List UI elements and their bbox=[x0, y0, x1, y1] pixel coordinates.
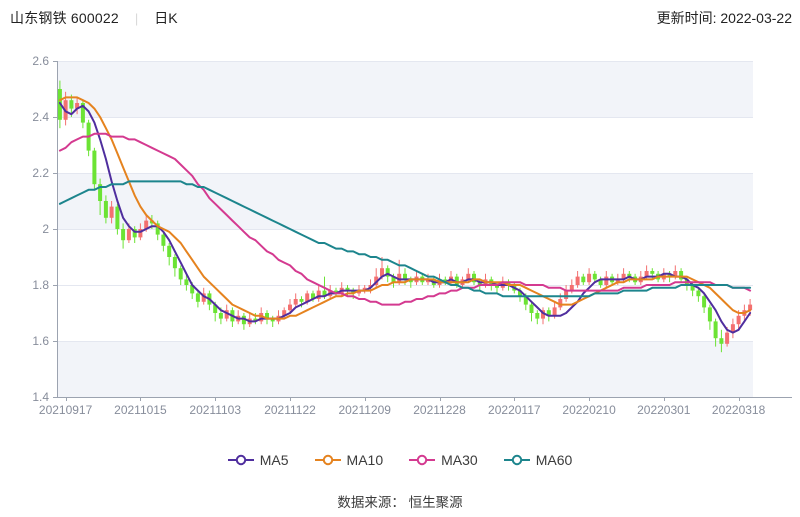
legend-marker-ma60-icon bbox=[503, 454, 530, 466]
legend-marker-ma30-icon bbox=[409, 454, 436, 466]
legend-item-ma30[interactable]: MA30 bbox=[409, 452, 478, 468]
svg-text:2.2: 2.2 bbox=[32, 166, 49, 180]
svg-text:2: 2 bbox=[42, 222, 49, 236]
header: 山东钢铁 600022 | 日K 更新时间: 2022-03-22 bbox=[10, 8, 792, 28]
legend-label-ma5: MA5 bbox=[259, 452, 289, 468]
update-time-label: 更新时间: 2022-03-22 bbox=[656, 10, 792, 26]
svg-text:20220318: 20220318 bbox=[712, 403, 766, 417]
svg-text:20211122: 20211122 bbox=[264, 403, 316, 417]
ma30-line bbox=[58, 132, 752, 306]
svg-text:20210917: 20210917 bbox=[39, 403, 93, 417]
svg-text:1.8: 1.8 bbox=[32, 278, 49, 292]
svg-text:20220210: 20220210 bbox=[562, 403, 616, 417]
stock-title: 山东钢铁 600022 bbox=[10, 10, 119, 26]
legend-marker-ma5-icon bbox=[227, 454, 254, 466]
legend-marker-ma10-icon bbox=[314, 454, 341, 466]
svg-text:20211103: 20211103 bbox=[189, 403, 241, 417]
svg-text:1.6: 1.6 bbox=[32, 334, 49, 348]
svg-text:1.4: 1.4 bbox=[32, 390, 49, 404]
svg-text:20211228: 20211228 bbox=[413, 403, 466, 417]
svg-text:20220301: 20220301 bbox=[637, 403, 691, 417]
legend-label-ma10: MA10 bbox=[346, 452, 384, 468]
chart-legend: MA5 MA10 MA30 MA60 bbox=[0, 452, 800, 468]
data-source-label: 数据来源： 恒生聚源 bbox=[337, 495, 463, 510]
svg-text:2.6: 2.6 bbox=[32, 54, 49, 68]
legend-label-ma60: MA60 bbox=[535, 452, 573, 468]
svg-text:20220117: 20220117 bbox=[488, 403, 541, 417]
legend-item-ma10[interactable]: MA10 bbox=[314, 452, 384, 468]
svg-text:20211209: 20211209 bbox=[338, 403, 391, 417]
y-axis: 2.6 2.4 2.2 2 1.8 1.6 1.4 bbox=[32, 54, 58, 404]
x-axis: 20210917 20211015 20211103 20211122 20211209… bbox=[39, 397, 792, 417]
legend-label-ma30: MA30 bbox=[441, 452, 478, 468]
ma10-line bbox=[58, 96, 752, 320]
header-separator: | bbox=[134, 10, 139, 26]
svg-text:20211015: 20211015 bbox=[114, 403, 167, 417]
period-label[interactable]: 日K bbox=[154, 10, 178, 26]
plot-bands bbox=[57, 61, 753, 397]
legend-item-ma5[interactable]: MA5 bbox=[227, 452, 289, 468]
legend-item-ma60[interactable]: MA60 bbox=[503, 452, 573, 468]
ma60-line bbox=[58, 180, 752, 298]
svg-text:2.4: 2.4 bbox=[32, 110, 49, 124]
